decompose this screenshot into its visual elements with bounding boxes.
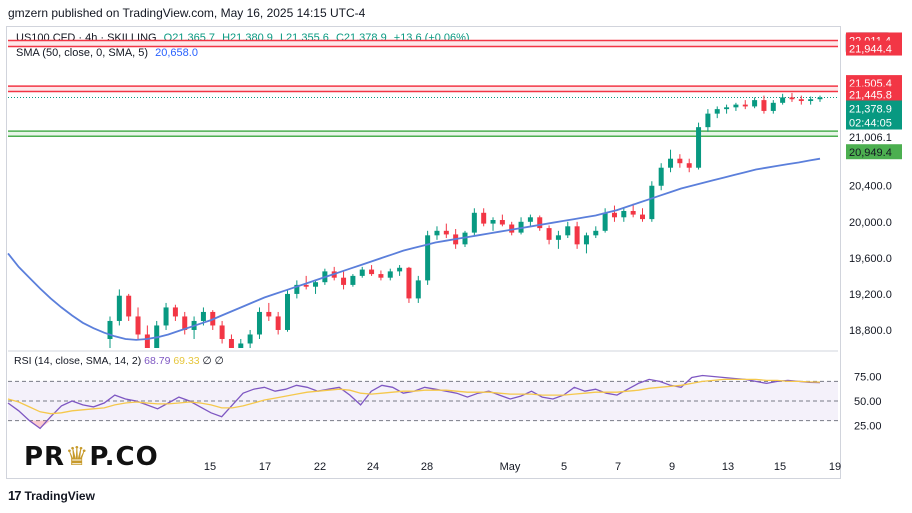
price-tag-bg <box>846 75 902 91</box>
crown-icon: ♛ <box>65 442 90 472</box>
sma-legend: SMA (50, close, 0, SMA, 5) 20,658.0 <box>16 47 202 59</box>
y-tick-label: 18,800.0 <box>849 325 892 337</box>
currency-button[interactable]: USD <box>845 32 891 54</box>
change-value: +13.6 (+0.06%) <box>393 32 470 44</box>
price-tag-bg <box>846 86 902 102</box>
price-tag-label: 21,445.8 <box>849 89 892 101</box>
watermark-right: P.CO <box>89 442 159 472</box>
price-tag-label: 21,006.1 <box>849 132 892 144</box>
sma-value: 20,658.0 <box>155 47 198 59</box>
rsi-value: 68.79 <box>144 355 171 367</box>
close-value: C21,378.9 <box>335 32 387 44</box>
watermark-logo: PR♛P.CO <box>24 442 159 472</box>
publisher-caption: gmzern published on TradingView.com, May… <box>8 6 366 20</box>
rsi-tick-label: 50.00 <box>854 396 882 408</box>
chart-frame <box>6 26 841 479</box>
y-tick-label: 19,200.0 <box>849 289 892 301</box>
rsi-tick-label: 25.00 <box>854 421 882 433</box>
rsi-sma-value: 69.33 <box>173 355 200 367</box>
high-value: H21,380.9 <box>222 32 273 44</box>
rsi-legend: RSI (14, close, SMA, 14, 2) 68.79 69.33 … <box>14 355 224 367</box>
price-legend: US100 CFD · 4h · SKILLING O21,365.7 H21,… <box>16 32 474 44</box>
brand-name: TradingView <box>24 488 95 503</box>
price-tag-label: 02:44:05 <box>849 118 892 130</box>
y-tick-label: 20,400.0 <box>849 181 892 193</box>
price-tag-label: 20,949.4 <box>849 147 892 159</box>
rsi-tick-label: 75.00 <box>854 372 882 384</box>
y-tick-label: 19,600.0 <box>849 253 892 265</box>
open-value: O21,365.7 <box>163 32 216 44</box>
tradingview-logo-icon: 17 <box>8 488 22 503</box>
y-tick-label: 20,000.0 <box>849 217 892 229</box>
price-tag-label: 21,505.4 <box>849 78 892 90</box>
price-tag-bg <box>846 100 902 116</box>
rsi-label[interactable]: RSI (14, close, SMA, 14, 2) <box>14 355 142 367</box>
price-tag-bg <box>846 114 902 130</box>
symbol-label[interactable]: US100 CFD · 4h · SKILLING <box>16 32 157 44</box>
rsi-extra: ∅ ∅ <box>202 355 224 367</box>
low-value: L21,355.6 <box>279 32 329 44</box>
watermark-left: PR <box>24 442 66 472</box>
price-tag-label: 21,378.9 <box>849 104 892 116</box>
sma-label[interactable]: SMA (50, close, 0, SMA, 5) <box>16 47 149 59</box>
tradingview-brand[interactable]: 17 TradingView <box>8 488 95 503</box>
price-tag-bg <box>846 144 902 160</box>
